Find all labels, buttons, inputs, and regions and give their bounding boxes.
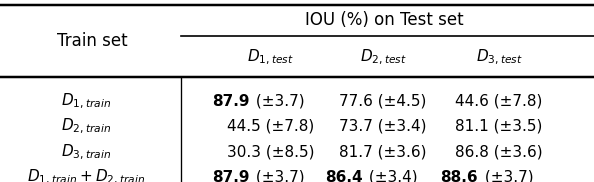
Text: $D_{1,test}$: $D_{1,test}$ bbox=[247, 47, 293, 67]
Text: 81.7 (±3.6): 81.7 (±3.6) bbox=[339, 145, 427, 159]
Text: 77.6 (±4.5): 77.6 (±4.5) bbox=[339, 94, 427, 108]
Text: (±3.7): (±3.7) bbox=[251, 170, 305, 182]
Text: Train set: Train set bbox=[57, 32, 127, 50]
Text: $D_{1,train}+D_{2,train}$: $D_{1,train}+D_{2,train}$ bbox=[27, 168, 145, 182]
Text: 86.8 (±3.6): 86.8 (±3.6) bbox=[455, 145, 543, 159]
Text: 87.9: 87.9 bbox=[212, 94, 249, 108]
Text: 88.6: 88.6 bbox=[441, 170, 478, 182]
Text: 87.9: 87.9 bbox=[212, 170, 249, 182]
Text: IOU (%) on Test set: IOU (%) on Test set bbox=[305, 11, 464, 29]
Text: 73.7 (±3.4): 73.7 (±3.4) bbox=[339, 119, 427, 134]
Text: (±3.7): (±3.7) bbox=[480, 170, 533, 182]
Text: $D_{2,test}$: $D_{2,test}$ bbox=[360, 47, 406, 67]
Text: $D_{1,train}$: $D_{1,train}$ bbox=[61, 91, 111, 111]
Text: 44.5 (±7.8): 44.5 (±7.8) bbox=[227, 119, 314, 134]
Text: 81.1 (±3.5): 81.1 (±3.5) bbox=[455, 119, 543, 134]
Text: (±3.7): (±3.7) bbox=[251, 94, 305, 108]
Text: (±3.4): (±3.4) bbox=[364, 170, 418, 182]
Text: $D_{2,train}$: $D_{2,train}$ bbox=[61, 117, 111, 136]
Text: 86.4: 86.4 bbox=[325, 170, 362, 182]
Text: 30.3 (±8.5): 30.3 (±8.5) bbox=[226, 145, 314, 159]
Text: $D_{3,train}$: $D_{3,train}$ bbox=[61, 142, 111, 162]
Text: 44.6 (±7.8): 44.6 (±7.8) bbox=[455, 94, 543, 108]
Text: $D_{3,test}$: $D_{3,test}$ bbox=[476, 47, 522, 67]
